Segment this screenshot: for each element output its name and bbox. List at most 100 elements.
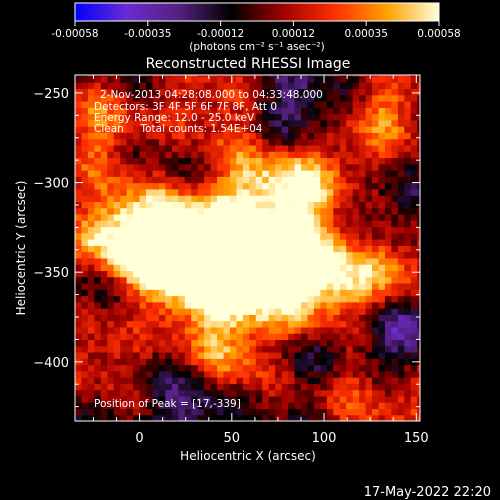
heatmap-cell [236,207,244,215]
heatmap-cell [410,282,418,290]
heatmap-cell [204,138,212,146]
heatmap-cell [320,364,328,372]
heatmap-cell [146,308,154,315]
heatmap-cell [81,132,89,140]
heatmap-cell [171,107,179,115]
heatmap-cell [197,75,205,83]
heatmap-cell [217,226,225,234]
heatmap-cell [133,201,141,209]
heatmap-cell [229,82,238,90]
heatmap-cell [242,138,250,146]
heatmap-cell [184,157,192,165]
heatmap-cell [75,176,83,184]
heatmap-cell [301,163,309,171]
heatmap-cell [301,94,309,102]
heatmap-cell [333,119,341,127]
heatmap-cell [339,282,347,290]
heatmap-cell [126,170,134,177]
heatmap-cell [346,358,354,366]
heatmap-cell [417,320,420,328]
heatmap-cell [339,75,347,77]
heatmap-cell [81,257,89,265]
heatmap-cell [391,201,399,209]
heatmap-cell [339,245,347,253]
heatmap-cell [223,88,231,96]
heatmap-cell [197,270,205,278]
heatmap-cell [281,395,289,403]
heatmap-cell [255,195,263,202]
heatmap-cell [301,207,309,215]
heatmap-cell [281,414,289,421]
heatmap-cell [365,88,373,96]
heatmap-cell [165,377,173,384]
heatmap-cell [397,301,405,309]
heatmap-cell [326,126,334,133]
heatmap-cell [94,320,102,328]
heatmap-cell [107,320,115,328]
heatmap-cell [229,333,238,341]
heatmap-cell [152,239,160,246]
heatmap-cell [152,320,160,328]
heatmap-cell [242,301,250,309]
heatmap-cell [410,314,418,322]
heatmap-cell [165,157,173,165]
heatmap-cell [210,264,218,271]
heatmap-cell [255,364,263,372]
heatmap-cell [229,113,238,121]
heatmap-cell [158,195,166,202]
heatmap-cell [171,239,179,246]
heatmap-cell [107,389,115,397]
heatmap-cell [158,314,166,322]
heatmap-cell [404,201,412,209]
heatmap-cell [352,144,360,152]
heatmap-cell [326,270,334,278]
heatmap-cell [204,364,212,372]
heatmap-cell [120,264,128,271]
heatmap-cell [384,270,393,278]
heatmap-cell [107,383,115,391]
heatmap-cell [391,107,399,115]
heatmap-cell [229,226,238,234]
heatmap-cell [126,333,134,341]
x-tick-label: 50 [224,431,241,446]
heatmap-cell [281,126,289,133]
heatmap-cell [275,245,283,253]
heatmap-cell [417,389,420,397]
heatmap-cell [339,94,347,102]
heatmap-cell [326,113,334,121]
heatmap-cell [229,308,238,315]
heatmap-cell [107,301,115,309]
heatmap-cell [242,226,250,234]
heatmap-cell [288,383,296,391]
heatmap-cell [81,308,89,315]
heatmap-cell [320,314,328,322]
heatmap-cell [191,333,199,341]
heatmap-cell [320,377,328,384]
heatmap-cell [184,213,192,221]
heatmap-cell [384,82,393,90]
heatmap-cell [229,107,238,115]
heatmap-cell [139,138,147,146]
heatmap-cell [268,414,276,421]
heatmap-cell [165,88,173,96]
heatmap-cell [320,119,328,127]
heatmap-cell [262,377,270,384]
heatmap-cell [307,358,315,366]
heatmap-cell [391,157,399,165]
heatmap-cell [229,75,238,83]
heatmap-cell [410,389,418,397]
heatmap-cell [384,75,393,77]
heatmap-cell [210,389,218,397]
heatmap-cell [94,226,102,234]
heatmap-cell [249,270,257,278]
heatmap-cell [397,295,405,303]
heatmap-cell [152,195,160,202]
heatmap-cell [139,389,147,397]
heatmap-cell [346,132,354,140]
heatmap-cell [113,226,121,234]
heatmap-cell [410,113,418,121]
heatmap-cell [365,188,373,196]
heatmap-cell [391,395,399,403]
heatmap-cell [391,383,399,391]
heatmap-cell [281,195,289,202]
